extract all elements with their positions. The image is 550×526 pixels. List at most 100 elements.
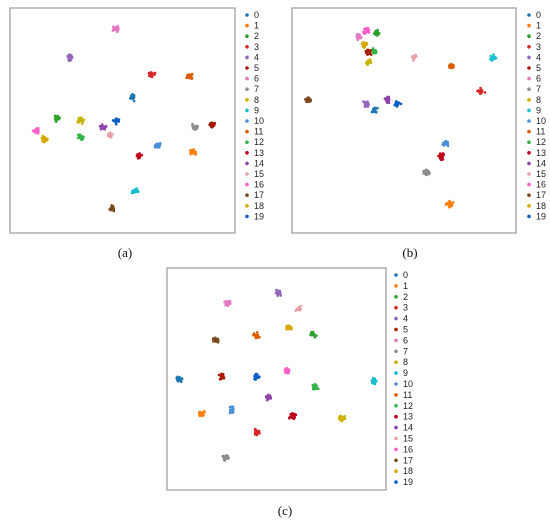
legend-label: 7 — [536, 84, 541, 94]
legend-marker — [245, 172, 249, 176]
series-1-c — [198, 410, 206, 418]
legend-label: 9 — [403, 368, 408, 378]
point — [117, 27, 120, 30]
series-16-b — [362, 26, 371, 35]
series-13-b — [437, 152, 446, 161]
point — [338, 417, 341, 421]
point — [439, 158, 443, 161]
legend-marker — [527, 108, 531, 113]
legend-label: 9 — [536, 105, 541, 115]
point — [360, 42, 364, 46]
point — [200, 411, 204, 415]
point — [371, 108, 375, 111]
point — [42, 140, 45, 143]
point — [117, 119, 120, 123]
legend-label: 10 — [536, 116, 546, 126]
series-10-c — [228, 405, 235, 415]
legend-marker — [527, 55, 531, 60]
point — [367, 61, 370, 64]
point — [363, 43, 367, 47]
point — [253, 374, 257, 377]
series-16-a — [31, 126, 40, 135]
point — [371, 376, 375, 380]
point — [220, 375, 223, 378]
legend-label: 16 — [254, 180, 264, 190]
point — [479, 86, 482, 90]
point — [209, 122, 212, 125]
plot-frame-b — [291, 7, 517, 234]
point — [387, 100, 390, 103]
legend-label: 6 — [536, 74, 541, 84]
point — [356, 32, 359, 36]
point — [112, 209, 116, 213]
point — [112, 28, 115, 31]
legend-label: 8 — [536, 95, 541, 105]
series-17-b — [304, 96, 313, 104]
series-4-b — [362, 100, 371, 108]
legend-label: 6 — [403, 335, 408, 345]
point — [223, 300, 227, 304]
point — [306, 100, 310, 103]
point — [191, 73, 194, 76]
point — [129, 97, 132, 100]
series-1-a — [189, 148, 198, 156]
series-3-a — [147, 71, 157, 79]
legend-marker — [527, 161, 531, 166]
point — [367, 29, 371, 32]
legend-label: 18 — [536, 201, 546, 211]
point — [393, 103, 397, 107]
legend-marker — [394, 469, 398, 474]
point — [292, 412, 296, 416]
point — [132, 94, 135, 98]
series-19-b — [393, 100, 403, 108]
point — [229, 410, 232, 414]
point — [370, 110, 374, 114]
point — [132, 99, 136, 103]
point — [441, 155, 445, 158]
series-2-a — [53, 114, 61, 123]
legend-marker — [394, 414, 398, 419]
legend-label: 13 — [254, 148, 264, 158]
series-11-b — [447, 62, 455, 70]
point — [266, 398, 270, 401]
point — [446, 144, 450, 148]
point — [78, 120, 81, 124]
legend-marker — [245, 161, 249, 166]
legend-label: 18 — [254, 201, 264, 211]
series-15-c — [294, 304, 303, 312]
legend-marker — [245, 151, 249, 155]
legend-label: 12 — [403, 401, 413, 411]
point — [489, 54, 493, 58]
point — [288, 416, 291, 420]
legend-marker — [245, 23, 249, 28]
point — [450, 203, 454, 206]
legend-marker — [394, 316, 398, 321]
legend-marker — [245, 98, 249, 102]
legend-label: 18 — [403, 466, 413, 476]
point — [224, 457, 228, 461]
point — [255, 331, 259, 334]
legend-marker — [527, 182, 531, 187]
series-13-a — [135, 152, 144, 160]
legend-label: 0 — [254, 10, 259, 20]
point — [111, 204, 114, 208]
legend-marker — [394, 349, 398, 354]
point — [448, 205, 451, 208]
point — [338, 416, 341, 419]
legend-label: 13 — [403, 412, 413, 422]
point — [190, 77, 193, 81]
series-6-a — [111, 24, 120, 34]
point — [110, 208, 113, 212]
legend-marker — [527, 45, 531, 49]
series-15-b — [411, 53, 418, 62]
legend-marker — [394, 360, 398, 365]
legend-label: 2 — [254, 31, 259, 41]
legend-marker — [527, 140, 531, 144]
legend-marker — [245, 140, 249, 144]
point — [136, 157, 140, 160]
legend-marker — [527, 34, 531, 38]
legend-marker — [394, 425, 398, 430]
